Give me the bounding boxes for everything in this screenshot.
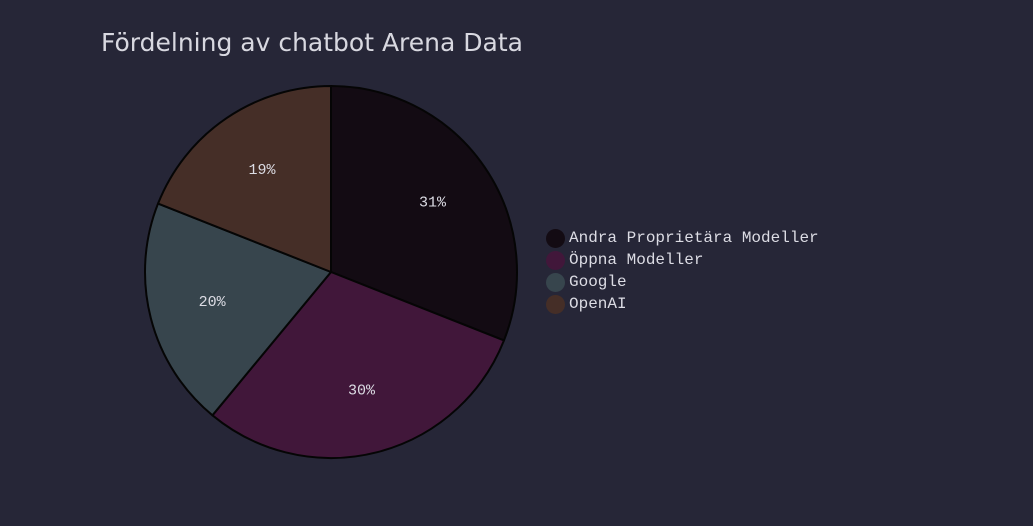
pie-label-openai: 19% xyxy=(248,162,276,179)
pie-label-andra-proprietara-modeller: 31% xyxy=(419,194,447,211)
chart-legend: Andra Proprietära Modeller Öppna Modeller… xyxy=(546,227,819,315)
pie-slices xyxy=(144,85,518,459)
legend-item-oppna-modeller[interactable]: Öppna Modeller xyxy=(546,249,819,271)
legend-swatch xyxy=(546,250,565,270)
legend-label: Google xyxy=(569,273,627,291)
legend-item-andra-proprietara-modeller[interactable]: Andra Proprietära Modeller xyxy=(546,227,819,249)
pie-slice-google xyxy=(144,202,332,417)
legend-label: OpenAI xyxy=(569,295,627,313)
pie-labels: 31% 30% 20% 19% xyxy=(199,162,447,399)
pie-slice-andra-proprietara-modeller xyxy=(330,85,518,342)
chart-title: Fördelning av chatbot Arena Data xyxy=(101,28,523,57)
legend-swatch xyxy=(546,228,565,248)
legend-label: Andra Proprietära Modeller xyxy=(569,229,819,247)
pie-label-google: 20% xyxy=(199,294,227,311)
legend-swatch xyxy=(546,294,565,314)
pie-label-oppna-modeller: 30% xyxy=(348,382,376,399)
legend-item-google[interactable]: Google xyxy=(546,271,819,293)
legend-item-openai[interactable]: OpenAI xyxy=(546,293,819,315)
legend-label: Öppna Modeller xyxy=(569,251,704,269)
pie-slice-oppna-modeller xyxy=(211,271,505,459)
pie-slice-openai xyxy=(157,85,332,273)
legend-swatch xyxy=(546,272,565,292)
